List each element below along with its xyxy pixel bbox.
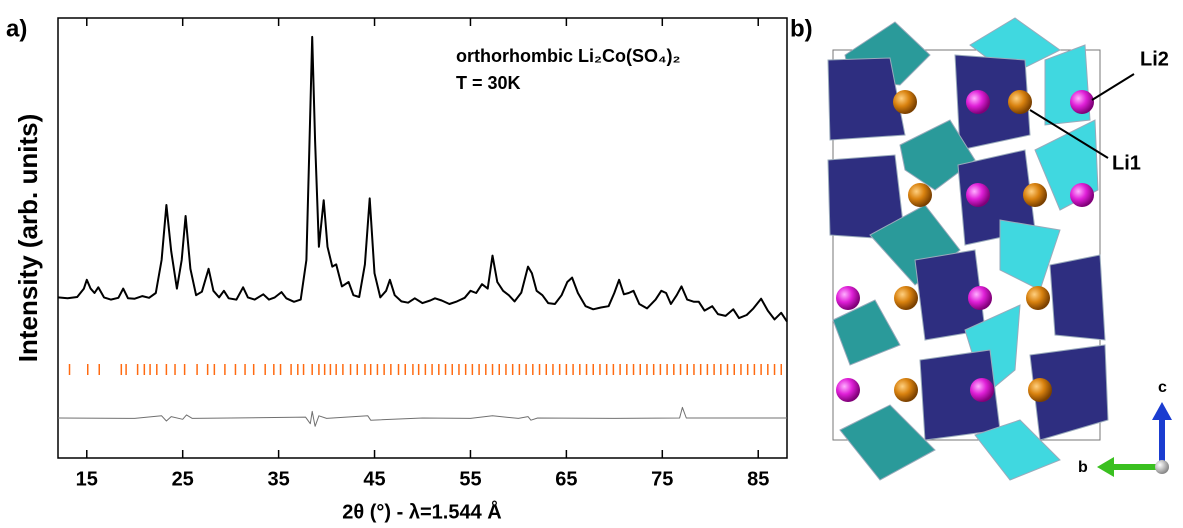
x-tick-label: 25 <box>172 468 194 490</box>
x-tick-label: 85 <box>747 468 769 490</box>
x-tick-label: 65 <box>555 468 577 490</box>
annotation: orthorhombic Li₂Co(SO₄)₂ <box>456 46 681 66</box>
annotation: T = 30K <box>456 73 521 93</box>
x-tick-label: 35 <box>267 468 289 490</box>
x-tick-label: 15 <box>76 468 98 490</box>
x-tick-label: 55 <box>459 468 481 490</box>
plot-frame <box>57 17 788 459</box>
panel-label: b) <box>790 15 813 42</box>
y-axis-label: Intensity (arb. units) <box>13 114 43 362</box>
difference-line <box>57 406 787 427</box>
atom-label: Li2 <box>1140 48 1169 70</box>
axis-label: b <box>1078 459 1088 476</box>
crystal-structure <box>827 17 1172 481</box>
x-tick-label: 75 <box>651 468 673 490</box>
pattern-line <box>57 35 788 323</box>
panel-label: a) <box>6 15 27 42</box>
atom-label: Li1 <box>1112 152 1141 174</box>
x-axis-label: 2θ (°) - λ=1.544 Å <box>342 499 501 523</box>
x-tick-label: 45 <box>363 468 385 490</box>
axis-label: c <box>1158 379 1167 396</box>
